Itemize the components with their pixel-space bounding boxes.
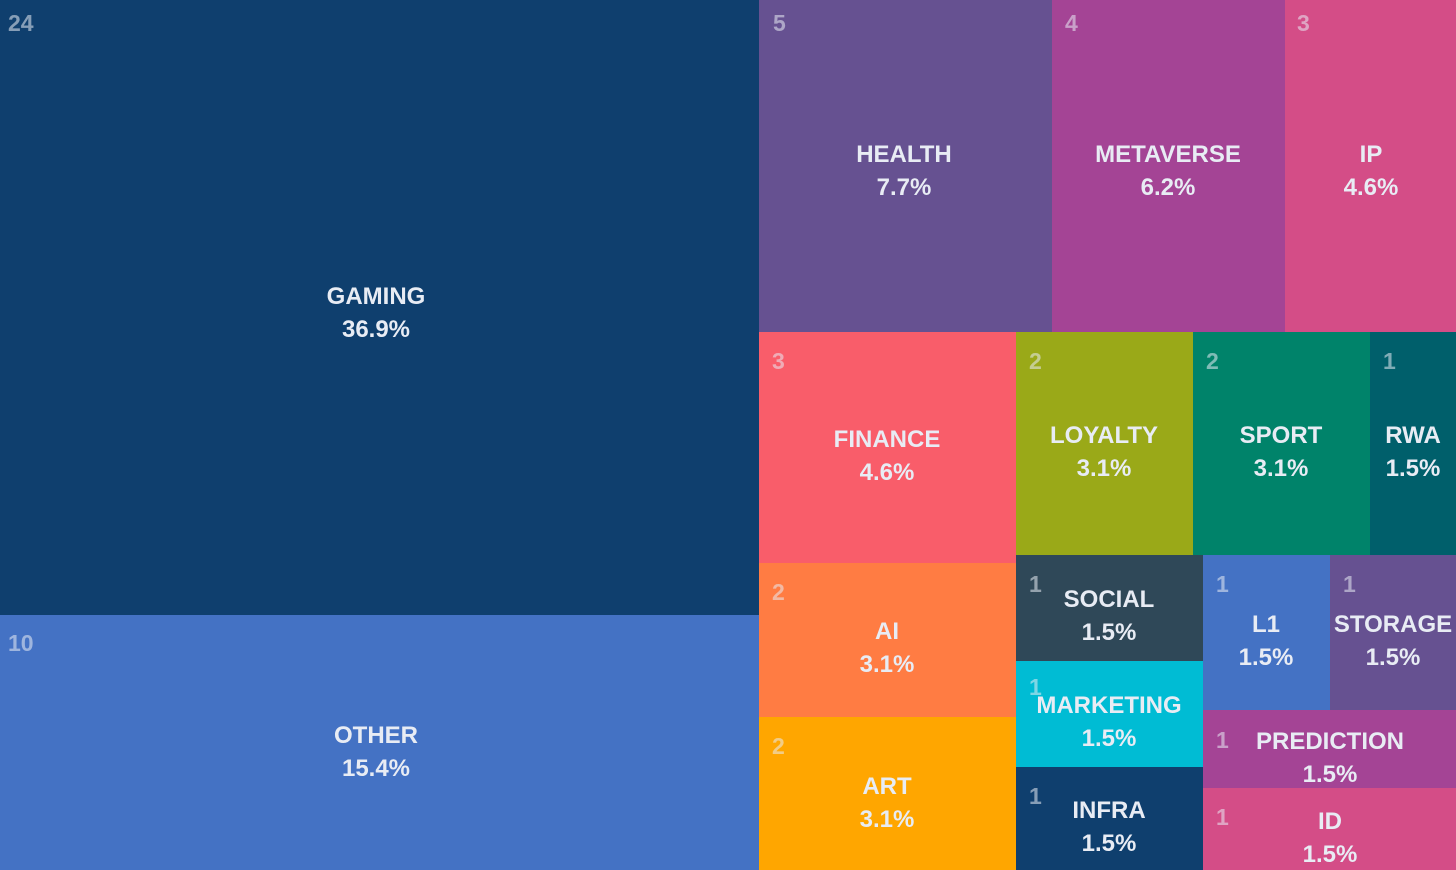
treemap-tile-social: 1 SOCIAL 1.5% (1016, 555, 1203, 661)
tile-label: SPORT 3.1% (1193, 419, 1369, 485)
tile-name: IP (1359, 141, 1383, 168)
tile-name: ID (1318, 808, 1342, 835)
tile-percent: 7.7% (876, 174, 932, 201)
tile-name: METAVERSE (1095, 141, 1241, 168)
tile-count: 24 (8, 10, 34, 36)
tile-count: 1 (1216, 571, 1229, 597)
treemap-tile-ai: 2 AI 3.1% (759, 563, 1016, 717)
tile-label: AI 3.1% (759, 615, 1015, 681)
tile-percent: 3.1% (859, 806, 915, 833)
tile-percent: 1.5% (1302, 841, 1358, 868)
tile-name: SOCIAL (1063, 586, 1155, 613)
treemap-tile-ip: 3 IP 4.6% (1285, 0, 1456, 332)
tile-percent: 1.5% (1081, 830, 1137, 857)
treemap-tile-l1: 1 L1 1.5% (1203, 555, 1330, 710)
tile-label: METAVERSE 6.2% (1052, 138, 1284, 204)
tile-name: RWA (1385, 422, 1441, 449)
tile-name: GAMING (326, 283, 426, 310)
tile-count: 3 (1297, 10, 1310, 36)
tile-count: 4 (1065, 10, 1078, 36)
tile-label: L1 1.5% (1203, 608, 1329, 674)
tile-label: PREDICTION 1.5% (1203, 725, 1456, 788)
tile-count: 2 (772, 579, 785, 605)
tile-label: MARKETING 1.5% (1016, 689, 1202, 755)
tile-count: 1 (1343, 571, 1356, 597)
treemap-tile-loyalty: 2 LOYALTY 3.1% (1016, 332, 1193, 555)
treemap-tile-finance: 3 FINANCE 4.6% (759, 332, 1016, 563)
tile-label: IP 4.6% (1285, 138, 1456, 204)
treemap-tile-prediction: 1 PREDICTION 1.5% (1203, 710, 1456, 788)
tile-percent: 15.4% (341, 755, 411, 782)
tile-count: 2 (1029, 348, 1042, 374)
tile-count: 1 (1216, 804, 1229, 830)
tile-percent: 36.9% (341, 316, 411, 343)
tile-count: 1 (1029, 571, 1042, 597)
tile-name: LOYALTY (1049, 422, 1158, 449)
tile-percent: 3.1% (1253, 455, 1309, 482)
tile-percent: 3.1% (859, 651, 915, 678)
treemap-tile-gaming: 24 GAMING 36.9% (0, 0, 759, 615)
tile-label: HEALTH 7.7% (759, 138, 1049, 204)
treemap-tile-art: 2 ART 3.1% (759, 717, 1016, 870)
tile-name: PREDICTION (1255, 728, 1404, 755)
treemap-tile-other: 10 OTHER 15.4% (0, 615, 759, 870)
tile-name: OTHER (334, 722, 418, 749)
tile-percent: 1.5% (1385, 455, 1441, 482)
tile-label: GAMING 36.9% (0, 280, 752, 346)
treemap-tile-infra: 1 INFRA 1.5% (1016, 767, 1203, 870)
tile-label: LOYALTY 3.1% (1016, 419, 1192, 485)
tile-count: 3 (772, 348, 785, 374)
tile-count: 2 (772, 733, 785, 759)
tile-name: INFRA (1072, 797, 1146, 824)
treemap-tile-metaverse: 4 METAVERSE 6.2% (1052, 0, 1285, 332)
tile-label: INFRA 1.5% (1016, 794, 1202, 860)
tile-percent: 1.5% (1081, 619, 1137, 646)
tile-count: 10 (8, 630, 34, 656)
tile-name: FINANCE (833, 426, 941, 453)
tile-count: 1 (1029, 783, 1042, 809)
tile-label: FINANCE 4.6% (759, 423, 1015, 489)
tile-label: OTHER 15.4% (0, 719, 752, 785)
tile-name: SPORT (1239, 422, 1323, 449)
tile-percent: 1.5% (1365, 644, 1421, 671)
tile-percent: 3.1% (1076, 455, 1132, 482)
tile-count: 1 (1029, 674, 1042, 700)
tile-count: 1 (1216, 727, 1229, 753)
tile-percent: 6.2% (1140, 174, 1196, 201)
tile-percent: 1.5% (1081, 725, 1137, 752)
treemap-tile-health: 5 HEALTH 7.7% (759, 0, 1052, 332)
tile-label: STORAGE 1.5% (1330, 608, 1456, 674)
tile-name: AI (875, 618, 899, 645)
tile-label: ID 1.5% (1203, 805, 1456, 870)
tile-count: 5 (773, 10, 786, 36)
tile-label: SOCIAL 1.5% (1016, 583, 1202, 649)
tile-percent: 4.6% (1343, 174, 1399, 201)
tile-percent: 1.5% (1238, 644, 1294, 671)
tile-name: STORAGE (1333, 611, 1453, 638)
treemap-tile-marketing: 1 MARKETING 1.5% (1016, 661, 1203, 767)
tile-count: 1 (1383, 348, 1396, 374)
treemap-tile-id: 1 ID 1.5% (1203, 788, 1456, 870)
treemap-tile-storage: 1 STORAGE 1.5% (1330, 555, 1456, 710)
tile-name: ART (862, 773, 912, 800)
tile-percent: 1.5% (1302, 761, 1358, 788)
tile-name: HEALTH (856, 141, 952, 168)
tile-percent: 4.6% (859, 459, 915, 486)
tile-name: L1 (1251, 611, 1280, 638)
tile-count: 2 (1206, 348, 1219, 374)
tile-label: RWA 1.5% (1370, 419, 1456, 485)
treemap-tile-rwa: 1 RWA 1.5% (1370, 332, 1456, 555)
treemap-tile-sport: 2 SPORT 3.1% (1193, 332, 1370, 555)
tile-label: ART 3.1% (759, 770, 1015, 836)
tile-name: MARKETING (1036, 692, 1182, 719)
